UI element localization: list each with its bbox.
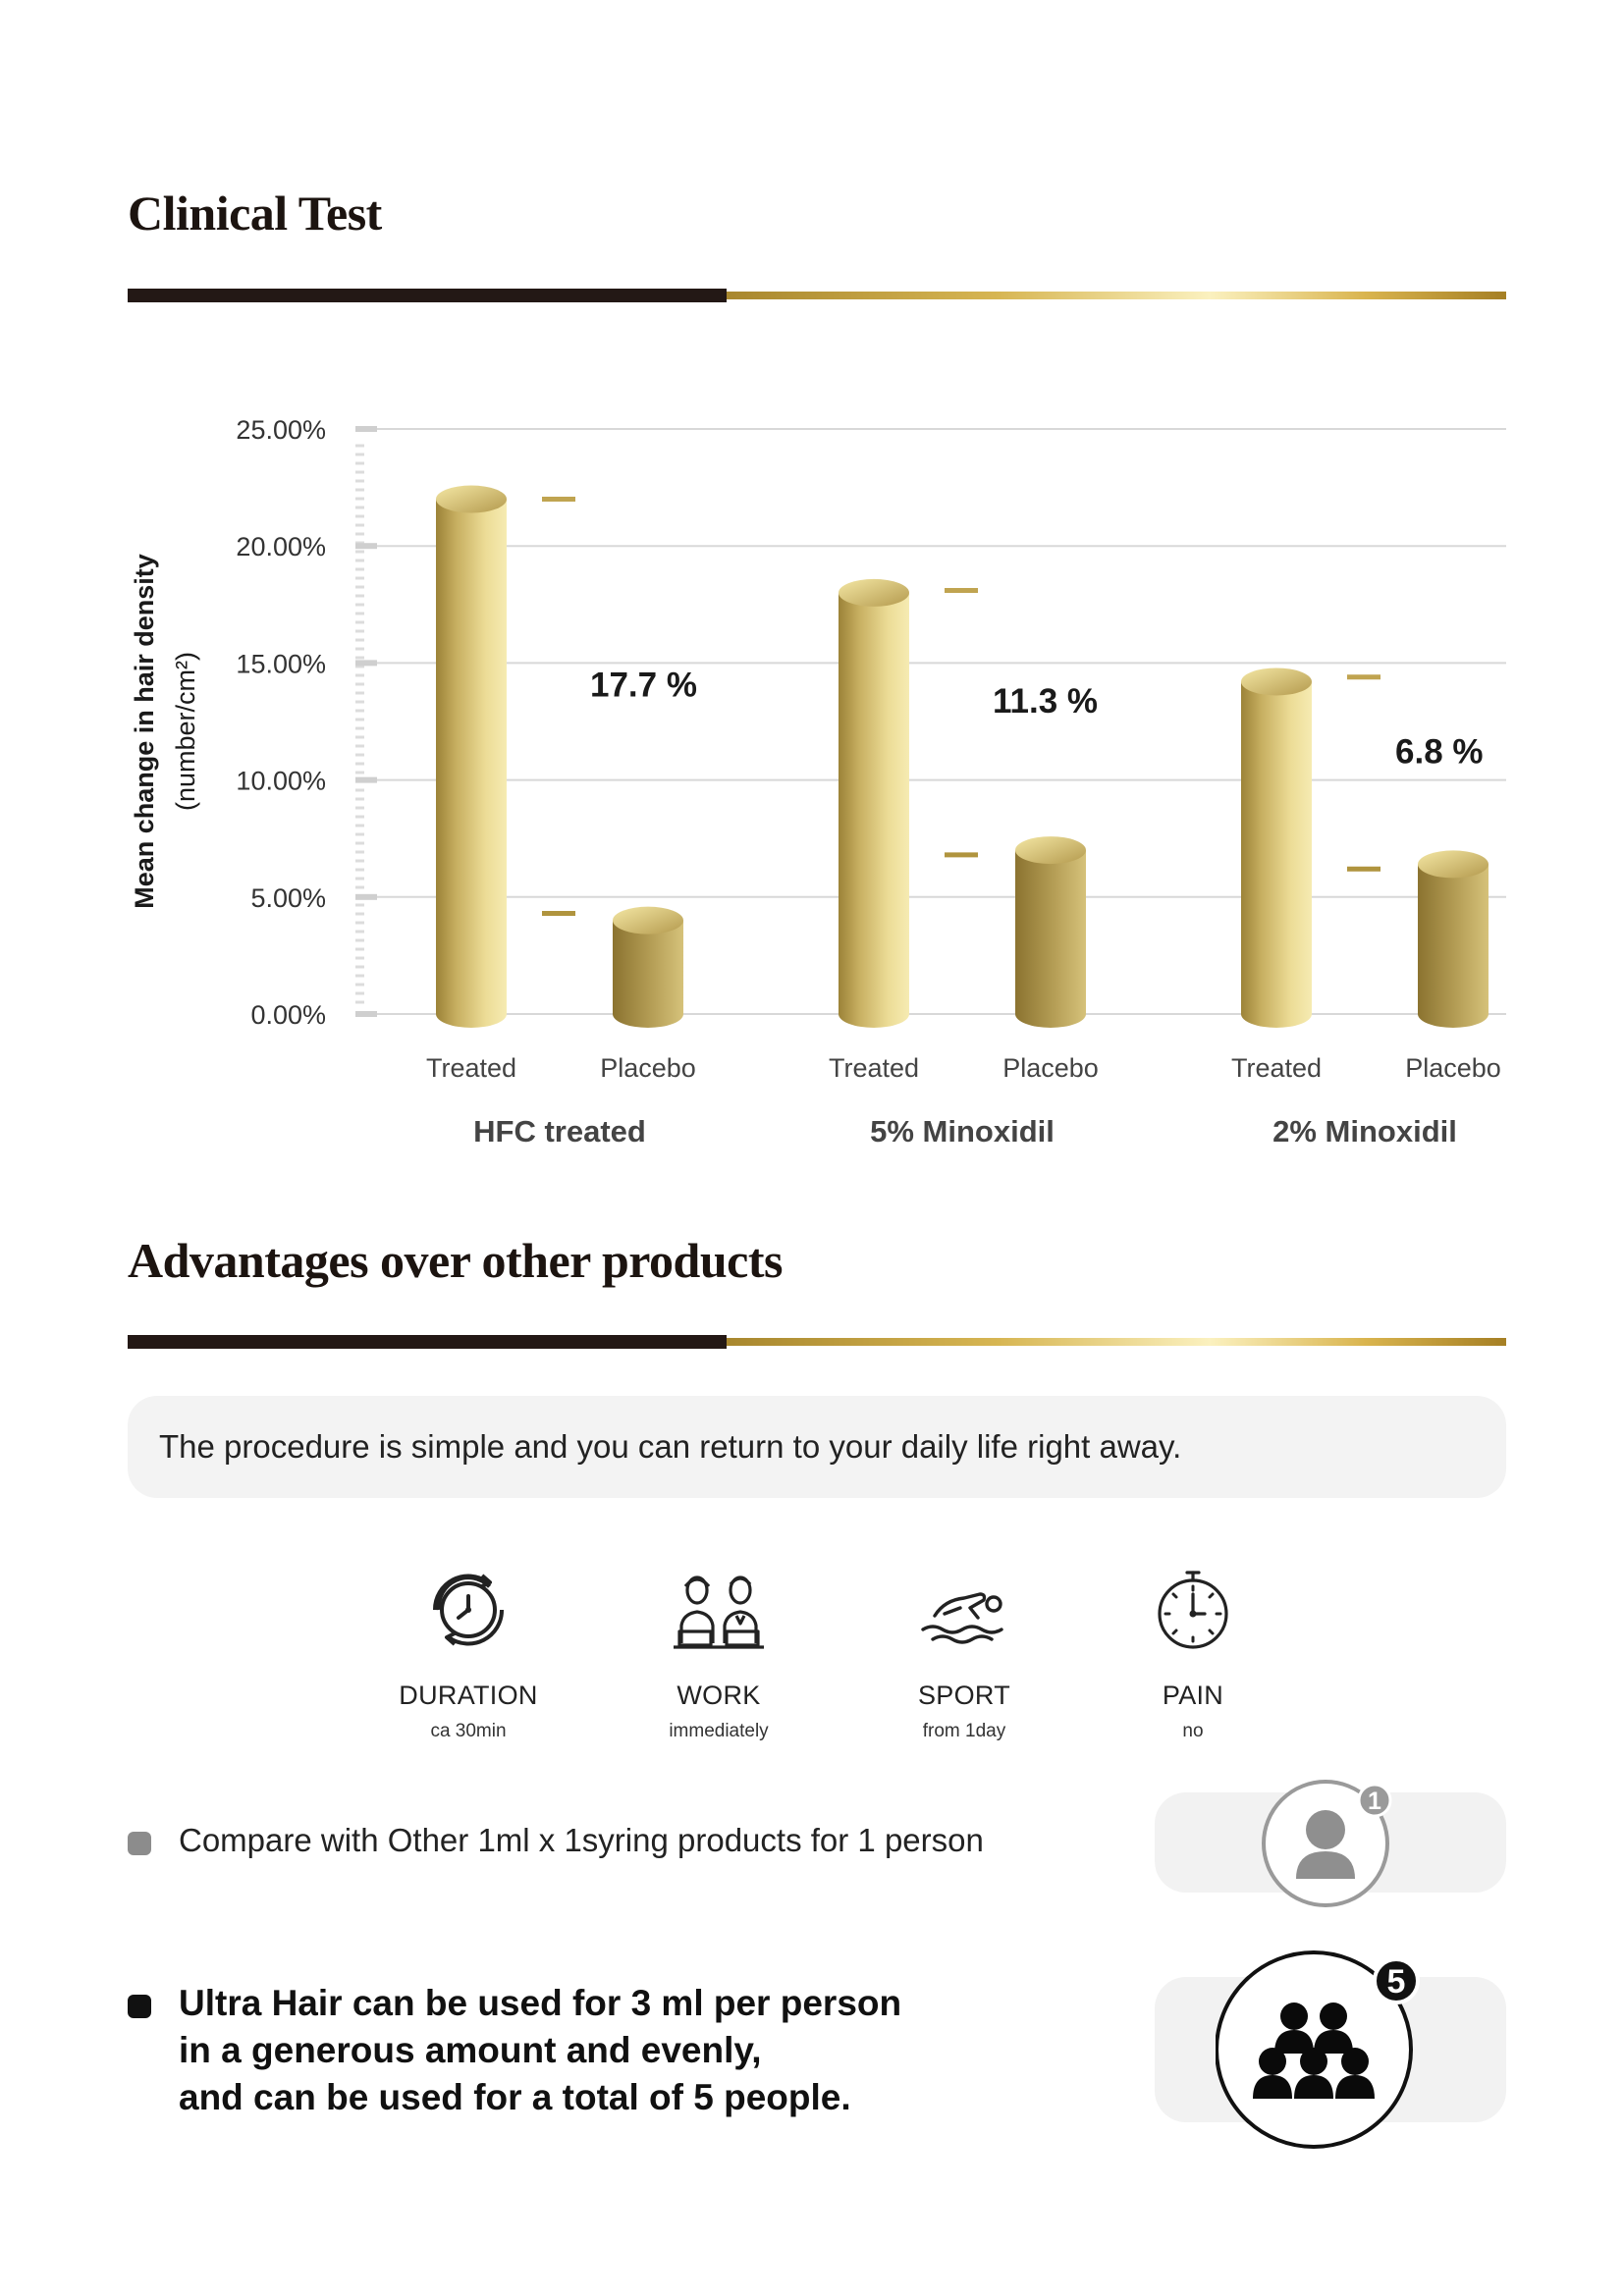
bullet-gray	[128, 1832, 151, 1855]
difference-bracket: 17.7 %	[542, 497, 697, 916]
y-tick-mark	[355, 893, 377, 900]
x-tick-label: Treated	[829, 1053, 919, 1083]
group-label: HFC treated	[473, 1114, 646, 1148]
single-person-icon	[1296, 1810, 1355, 1879]
bar-5-minoxidil-treated	[839, 578, 909, 1028]
feature-sport-label: SPORT	[917, 1681, 1011, 1710]
feature-work-label: WORK	[677, 1681, 761, 1710]
bullet-black	[128, 1995, 151, 2018]
five-people-icon	[1253, 2002, 1375, 2099]
feature-sport: SPORT from 1day	[866, 1561, 1062, 1742]
feature-pain-label: PAIN	[1162, 1681, 1224, 1710]
feature-sport-sub: from 1day	[922, 1721, 1006, 1741]
compare-ultra-hair: Ultra Hair can be used for 3 ml per pers…	[128, 1950, 1506, 2171]
bar-5-minoxidil-placebo	[1015, 836, 1086, 1028]
x-tick-label: Treated	[1231, 1053, 1322, 1083]
y-tick-mark	[355, 660, 377, 667]
bar-hfc-treated-treated	[436, 485, 507, 1028]
bar-hfc-treated-placebo	[613, 906, 683, 1028]
compare-other-products: Compare with Other 1ml x 1syring product…	[128, 1780, 1506, 1926]
banner-text: The procedure is simple and you can retu…	[159, 1428, 1182, 1465]
y-tick-mark	[355, 776, 377, 783]
y-axis-label: Mean change in hair density	[130, 554, 159, 909]
feature-duration-sub: ca 30min	[430, 1721, 507, 1741]
difference-label: 11.3 %	[993, 682, 1098, 721]
feature-duration-label: DURATION	[399, 1681, 538, 1710]
five-people-count: 5	[1387, 1963, 1406, 2001]
advantages-title-underline	[128, 1335, 1506, 1349]
group-label: 2% Minoxidil	[1272, 1114, 1457, 1148]
compare-ultra-line-2: in a generous amount and evenly,	[179, 2030, 762, 2070]
advantages-title: Advantages over other products	[128, 1233, 783, 1288]
y-axis-label-unit: (number/cm²)	[171, 652, 200, 811]
feature-work-sub: immediately	[669, 1721, 769, 1741]
x-tick-label: Placebo	[1405, 1053, 1501, 1083]
clinical-test-title: Clinical Test	[128, 186, 382, 240]
difference-bracket: 11.3 %	[945, 587, 1098, 858]
compare-other-text: Compare with Other 1ml x 1syring product…	[179, 1822, 984, 1858]
x-tick-label: Treated	[426, 1053, 516, 1083]
compare-ultra-line-1: Ultra Hair can be used for 3 ml per pers…	[179, 1983, 902, 2023]
stopwatch-icon	[1158, 1571, 1228, 1649]
difference-label: 6.8 %	[1395, 732, 1484, 771]
y-tick-label: 5.00%	[250, 883, 326, 913]
x-tick-label: Placebo	[600, 1053, 696, 1083]
bar-2-minoxidil-placebo	[1418, 850, 1489, 1028]
feature-duration: DURATION ca 30min	[370, 1561, 567, 1742]
feature-work: WORK immediately	[621, 1561, 817, 1742]
feature-pain: PAIN no	[1095, 1561, 1291, 1742]
y-tick-label: 0.00%	[250, 1000, 326, 1030]
y-tick-label: 25.00%	[236, 415, 326, 445]
y-tick-mark	[355, 1011, 377, 1017]
feature-pain-sub: no	[1182, 1721, 1204, 1741]
compare-ultra-line-3: and can be used for a total of 5 people.	[179, 2077, 851, 2117]
x-tick-label: Placebo	[1002, 1053, 1099, 1083]
five-people-badge: 5	[1216, 1950, 1420, 2149]
clock-cycle-icon	[432, 1574, 505, 1646]
swimmer-icon	[921, 1592, 1003, 1644]
hair-density-chart: 0.00% 5.00% 10.00% 15.00% 20.00% 25.00% 17.7 …	[130, 415, 1506, 1148]
y-tick-label: 15.00%	[236, 649, 326, 678]
difference-label: 17.7 %	[590, 667, 697, 705]
y-tick-label: 10.00%	[236, 767, 326, 796]
y-tick-mark	[355, 426, 377, 432]
bar-2-minoxidil-treated	[1241, 667, 1312, 1028]
single-person-badge: 1	[1262, 1780, 1392, 1907]
y-tick-label: 20.00%	[236, 532, 326, 561]
y-tick-mark	[355, 543, 377, 550]
office-workers-icon	[674, 1575, 764, 1649]
clinical-title-underline	[128, 289, 1506, 302]
single-person-count: 1	[1368, 1788, 1381, 1815]
procedure-banner: The procedure is simple and you can retu…	[128, 1396, 1506, 1498]
group-label: 5% Minoxidil	[870, 1114, 1055, 1148]
difference-bracket: 6.8 %	[1347, 674, 1484, 872]
